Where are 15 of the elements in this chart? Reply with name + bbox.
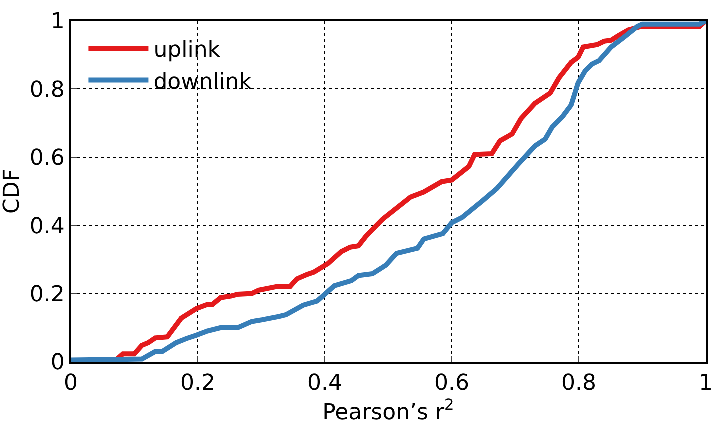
x-tick-label: 0.4 [308,371,342,396]
y-axis-title: CDF [0,169,26,214]
y-tick-label: 0.4 [30,214,65,240]
y-tick-label: 0.8 [30,78,65,103]
y-tick-label: 0.6 [30,146,65,172]
x-tick-label: 1 [699,371,713,396]
x-axis-title: Pearson’s r$^{2}$ [322,396,454,426]
y-tick-label: 1 [50,10,65,35]
y-tick-label: 0.2 [30,282,65,308]
x-tick-label: 0.2 [180,371,216,396]
legend-label: uplink [154,38,221,64]
y-tick-label: 0 [50,350,65,376]
legend-label: downlink [154,70,252,95]
x-tick-label: 0.6 [434,371,470,396]
x-tick-label: 0.8 [562,371,596,396]
